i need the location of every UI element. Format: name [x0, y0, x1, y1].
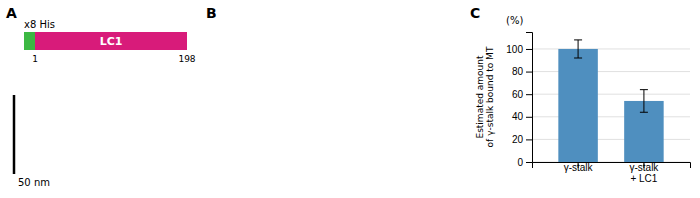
tick-mark [526, 162, 532, 163]
grid [532, 49, 690, 162]
grid-line [532, 94, 690, 95]
tick-mark [526, 72, 532, 73]
axis-title: Estimated amountof γ-stalk bound to MT [475, 46, 495, 147]
tick: 0 [517, 157, 532, 168]
tick-mark [526, 139, 532, 140]
marks [558, 40, 663, 162]
error-bar-segment [574, 39, 582, 40]
tick-label: 60 [512, 89, 524, 100]
error-bar-segment [640, 112, 648, 113]
error-bar [640, 90, 648, 113]
panel-label: A [6, 5, 17, 21]
panel-label: B [206, 5, 217, 21]
scale-bar-label: 50 nm [18, 177, 50, 188]
protein-box [35, 32, 187, 50]
tick-label: 0 [517, 157, 523, 168]
error-bar-segment [640, 89, 648, 90]
protein-label: LC1 [100, 35, 123, 48]
tick-label: 80 [512, 66, 524, 77]
tick: 20 [512, 134, 532, 145]
error-bar-segment [578, 40, 579, 58]
tick: 40 [512, 111, 532, 122]
error-bar [574, 40, 582, 58]
panel-a: Ax8 His LC1 1 198 50 nm [6, 5, 196, 188]
tag-box [24, 32, 35, 50]
scale-bar [13, 95, 16, 174]
tick-label: 20 [512, 134, 524, 145]
tick-label: γ-stalk+ LC1 [629, 162, 659, 184]
tick: 100 [506, 44, 532, 55]
panel-label: C [470, 5, 480, 21]
panel-c: 0 20 40 60 80 100 γ-stalk γ-stalk+ LC1 Estimated… [470, 5, 691, 184]
figure: Ax8 HisLC1119850 nmB020406080100γ-stalkγ… [0, 0, 700, 198]
bar [558, 49, 598, 162]
x-axis: γ-stalk γ-stalk+ LC1 [533, 162, 691, 184]
y-axis: 0 20 40 60 80 100 [506, 33, 532, 168]
tick-mark [526, 49, 532, 50]
tag-label: x8 His [24, 19, 55, 30]
error-bar-segment [574, 58, 582, 59]
tick-label: 40 [512, 111, 524, 122]
grid-line [532, 139, 690, 140]
tick: γ-stalk [564, 162, 594, 173]
position-label: 198 [178, 54, 195, 64]
tick-mark [526, 94, 532, 95]
tick-mark [526, 117, 532, 118]
tick: γ-stalk+ LC1 [629, 162, 659, 184]
tick: 80 [512, 66, 532, 77]
axis-unit: (%) [506, 15, 523, 26]
grid-line [532, 116, 690, 117]
tick-label: 100 [506, 44, 523, 55]
position-label: 1 [32, 54, 38, 64]
error-bar-segment [643, 90, 644, 113]
grid-line [532, 71, 690, 72]
tick: 60 [512, 89, 532, 100]
axis-line [533, 163, 691, 169]
tick-label: γ-stalk [564, 162, 594, 173]
axis-line [526, 33, 533, 163]
grid-line [532, 48, 690, 49]
